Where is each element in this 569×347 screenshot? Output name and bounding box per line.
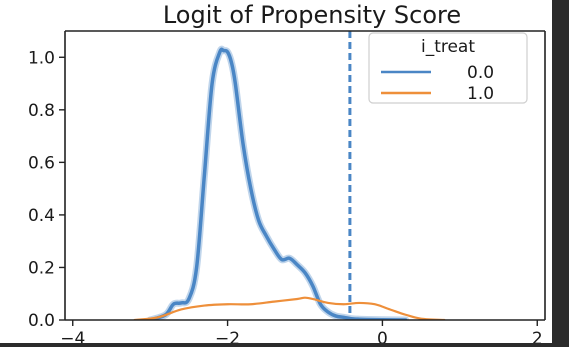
y-tick-label-0: 0.0 — [28, 311, 55, 331]
legend-title: i_treat — [421, 37, 475, 57]
plot-area — [133, 31, 446, 320]
x-tick-label-1: −2 — [215, 329, 240, 343]
y-tick-label-2: 0.4 — [28, 206, 55, 226]
series-1-line — [133, 296, 446, 320]
y-tick-label-3: 0.6 — [28, 153, 55, 173]
x-tick-label-0: −4 — [60, 329, 85, 343]
plot-content — [133, 31, 446, 320]
y-tick-label-4: 0.8 — [28, 101, 55, 121]
axes: 0.0 0.2 0.4 0.6 0.8 1.0 −4 −2 0 2 — [28, 30, 546, 347]
legend-label-1: 1.0 — [467, 84, 494, 104]
legend-label-0: 0.0 — [467, 63, 494, 83]
legend-box — [368, 32, 528, 104]
series-0-line — [148, 47, 408, 320]
legend: i_treat 0.01.0 — [368, 32, 528, 104]
chart-title: Logit of Propensity Score — [163, 1, 461, 29]
y-tick-label-1: 0.2 — [28, 258, 55, 278]
y-tick-label-5: 1.0 — [28, 48, 55, 68]
x-tick-label-2: 0 — [377, 329, 388, 343]
x-tick-label-3: 2 — [532, 329, 543, 343]
